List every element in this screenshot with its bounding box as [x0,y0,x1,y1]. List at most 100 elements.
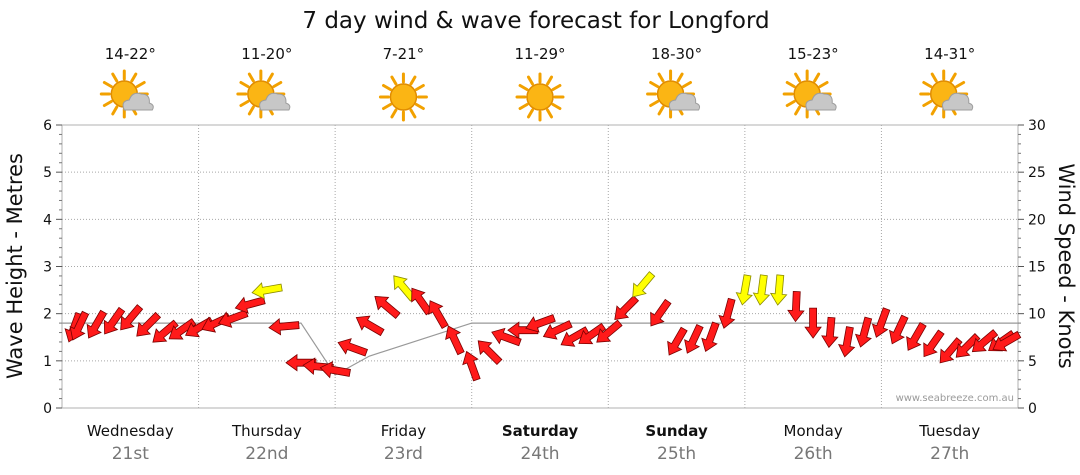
cloud-shape [668,92,701,111]
sun-disc [526,83,554,111]
wind-arrow [560,326,590,347]
sun-ray [676,72,684,83]
wind-arrow [234,296,266,314]
day-temp-range: 15-23° [788,45,839,63]
sun-ray [239,100,250,107]
day-name-label: Thursday [231,422,302,440]
left-tick-label: 2 [43,307,52,323]
sun-ray [382,84,392,91]
wind-arrow [578,322,607,345]
sun-ray [546,108,553,119]
wind-arrow [992,330,1022,352]
wind-arrow [542,320,573,340]
day-temp-range: 7-21° [383,45,425,63]
wind-arrow [445,325,465,356]
sun-ray [102,81,113,88]
wind-arrow [955,333,981,358]
wind-arrow [838,326,856,358]
wind-arrow [462,350,481,382]
sun-ray [794,105,802,116]
sun-ray [527,75,534,86]
day-name-label: Sunday [645,422,708,440]
day-date-label: 21st [112,444,149,464]
day-date-label: 23rd [384,444,423,464]
day-date-label: 22nd [245,444,288,464]
day-temp-range: 18-30° [651,45,702,63]
wind-arrow [217,309,249,328]
day-date-label: 27th [930,444,969,464]
right-tick-label: 30 [1028,118,1046,134]
right-tick-label: 0 [1028,401,1037,417]
sun-ray [130,72,138,83]
wind-arrow [804,307,822,339]
left-tick-label: 5 [43,165,52,181]
wind-arrow [103,306,126,335]
sun-ray [649,100,660,107]
sun-ray [135,81,146,88]
sun-ray [111,72,119,83]
sun-ray [409,75,417,86]
sun-ray [382,103,392,110]
right-tick-label: 10 [1028,307,1046,323]
sun-ray [546,75,553,86]
wind-arrow [319,361,351,379]
partly-cloudy-icon [782,69,837,119]
left-tick-label: 6 [43,118,52,134]
sun-ray [266,72,274,83]
wind-arrow [136,311,162,337]
sunny-icon [515,72,565,122]
wind-arrow-series [64,271,1022,382]
day-date-label: 25th [657,444,696,464]
sun-ray [247,105,255,116]
day-temp-range: 11-29° [514,45,565,63]
wind-arrow [718,297,736,329]
grid-lines [62,125,1018,408]
day-name-label: Wednesday [87,422,174,440]
day-name-label: Tuesday [918,422,980,440]
right-tick-label: 15 [1028,260,1046,276]
right-tick-label: 25 [1028,165,1046,181]
wind-arrow [769,274,788,306]
sun-ray [657,72,665,83]
sun-ray [818,81,829,88]
wind-arrow [632,271,656,298]
sun-ray [390,108,398,119]
day-name-label: Saturday [502,422,579,440]
wind-arrow [889,314,909,345]
sun-ray [102,100,113,107]
right-tick-label: 5 [1028,354,1037,370]
wind-arrow [152,319,179,343]
sun-ray [794,72,802,83]
wind-arrow [477,340,503,366]
left-tick-label: 4 [43,212,52,228]
sun-ray [930,72,938,83]
sun-ray [247,72,255,83]
wind-arrow [906,322,927,351]
cloud-shape [805,92,837,111]
right-axis: 0 5 10 15 20 25 30 [1018,118,1046,417]
credit-text: www.seabreeze.com.au [896,393,1014,404]
wind-arrow [650,298,672,327]
chart-title: 7 day wind & wave forecast for Longford [302,8,769,34]
wind-arrow [684,323,704,354]
x-axis-day-labels: Wednesday 21st Thursday 22nd Friday 23rd Satur… [87,422,980,464]
wind-arrow [268,317,300,336]
left-axis: 0 1 2 3 4 5 6 [43,118,62,417]
wind-arrow [86,309,108,339]
wind-arrow [596,319,623,343]
wave-height-series [62,322,1018,376]
wind-arrow [971,329,999,353]
cloud-shape [942,92,974,111]
day-temp-range: 11-20° [241,45,292,63]
sun-disc [389,83,418,111]
sun-ray [111,105,119,116]
partly-cloudy-icon [646,69,701,119]
day-weather-row: 14-22° 11-20° 7-21° 11-29° 18-30° 15-23° 14-31… [99,45,975,122]
sun-ray [527,108,534,119]
wind-arrow [854,316,873,348]
sun-ray [414,84,425,91]
sun-ray [922,100,933,107]
wind-arrow [251,282,283,300]
sunny-icon [378,72,428,122]
